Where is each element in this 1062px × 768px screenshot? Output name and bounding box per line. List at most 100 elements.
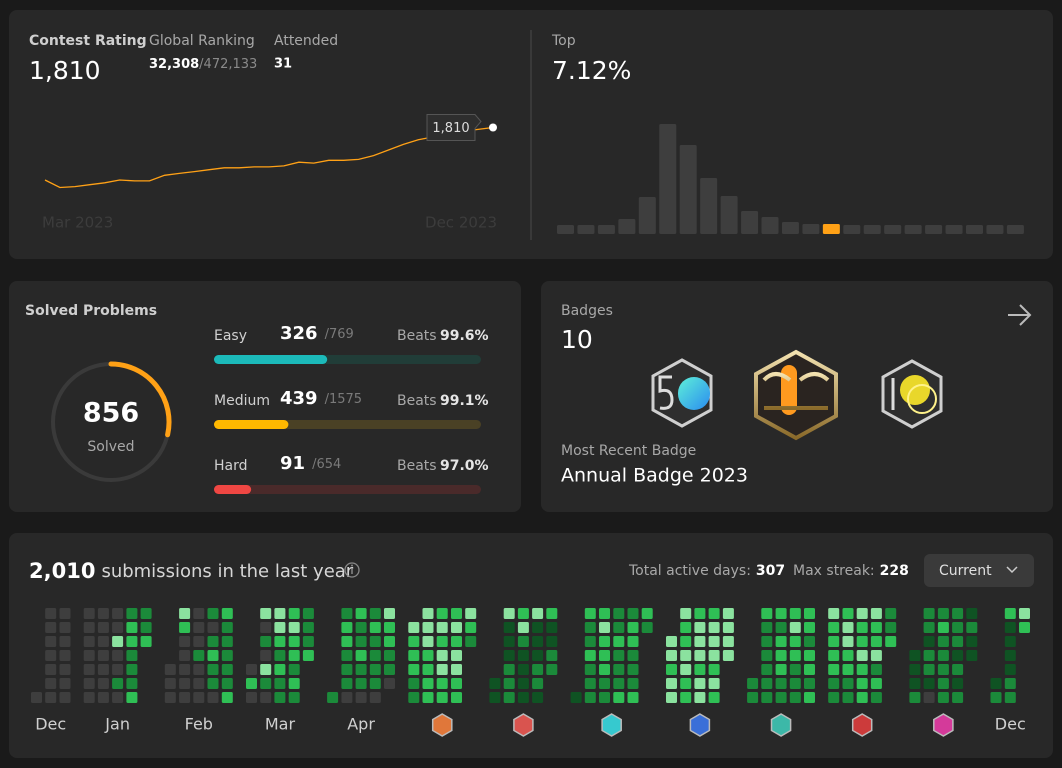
day-cell: [369, 692, 381, 703]
distribution-bar: [557, 225, 574, 234]
day-cell: [436, 678, 448, 689]
day-cell: [246, 692, 257, 703]
day-cell: [584, 608, 596, 619]
day-cell: [288, 650, 300, 661]
day-cell: [937, 622, 949, 633]
day-cell: [694, 636, 706, 647]
day-cell: [126, 636, 138, 647]
beats-value: 97.0%: [440, 458, 489, 474]
day-cell: [436, 664, 448, 675]
day-cell: [45, 622, 57, 633]
day-cell: [112, 622, 124, 633]
day-cell: [384, 636, 395, 647]
day-cell: [584, 678, 596, 689]
day-cell: [355, 664, 367, 675]
solved-count: 439: [280, 388, 318, 409]
day-cell: [260, 664, 272, 675]
month-badge: [601, 713, 622, 737]
info-icon[interactable]: [344, 562, 360, 578]
day-cell: [126, 608, 138, 619]
day-cell: [722, 622, 734, 633]
difficulty-name: Easy: [214, 328, 247, 344]
day-cell: [870, 650, 882, 661]
day-cell: [789, 664, 801, 675]
day-cell: [828, 636, 840, 647]
day-cell: [708, 608, 720, 619]
day-cell: [909, 664, 921, 675]
day-cell: [789, 622, 801, 633]
day-cell: [422, 636, 434, 647]
difficulty-bar: [214, 420, 289, 429]
day-cell: [694, 678, 706, 689]
day-cell: [761, 692, 773, 703]
day-cell: [83, 650, 95, 661]
day-cell: [584, 664, 596, 675]
day-cell: [923, 692, 935, 703]
day-cell: [207, 650, 219, 661]
day-cell: [489, 692, 501, 703]
day-cell: [355, 692, 367, 703]
day-cell: [260, 650, 272, 661]
day-cell: [83, 622, 95, 633]
distribution-bar: [863, 225, 881, 234]
day-cell: [517, 650, 529, 661]
day-cell: [59, 608, 71, 619]
day-cell: [341, 678, 353, 689]
day-cell: [584, 692, 596, 703]
day-cell: [722, 636, 734, 647]
day-cell: [112, 636, 124, 647]
distribution-bar: [638, 197, 656, 234]
day-cell: [708, 664, 720, 675]
day-cell: [694, 608, 706, 619]
day-cell: [246, 664, 257, 675]
day-cell: [923, 664, 935, 675]
day-cell: [694, 664, 706, 675]
day-cell: [990, 692, 1002, 703]
day-cell: [952, 664, 964, 675]
day-cell: [45, 664, 57, 675]
day-cell: [45, 636, 57, 647]
distribution-bar: [679, 145, 697, 234]
day-cell: [870, 636, 882, 647]
day-cell: [260, 692, 272, 703]
day-cell: [503, 692, 515, 703]
solved-total: 856: [83, 398, 139, 429]
day-cell: [627, 650, 639, 661]
top-value: 7.12%: [552, 56, 631, 85]
day-cell: [909, 650, 921, 661]
day-cell: [804, 608, 815, 619]
day-cell: [288, 622, 300, 633]
day-cell: [207, 622, 219, 633]
day-cell: [966, 622, 978, 633]
day-cell: [856, 622, 868, 633]
day-cell: [260, 678, 272, 689]
day-cell: [694, 650, 706, 661]
difficulty-track: [214, 485, 481, 494]
day-cell: [408, 678, 420, 689]
day-cell: [870, 608, 882, 619]
month-badge: [851, 713, 873, 737]
solved-title: Solved Problems: [25, 303, 157, 319]
arrow[interactable]: [1008, 304, 1032, 326]
day-cell: [369, 678, 381, 689]
submissions-heading: 2,010 submissions in the last year: [29, 559, 354, 583]
day-cell: [680, 608, 692, 619]
day-cell: [789, 650, 801, 661]
day-cell: [842, 692, 854, 703]
dropdown-label: Current: [939, 563, 992, 579]
day-cell: [369, 608, 381, 619]
day-cell: [274, 692, 286, 703]
beats-value: 99.6%: [440, 328, 489, 344]
day-cell: [937, 608, 949, 619]
day-cell: [302, 636, 314, 647]
day-cell: [532, 692, 544, 703]
day-cell: [384, 650, 395, 661]
day-cell: [355, 678, 367, 689]
day-cell: [828, 678, 840, 689]
dropdown[interactable]: [924, 554, 1034, 587]
day-cell: [112, 650, 124, 661]
recent-label: Most Recent Badge: [561, 443, 696, 459]
day-cell: [627, 692, 639, 703]
day-cell: [842, 664, 854, 675]
